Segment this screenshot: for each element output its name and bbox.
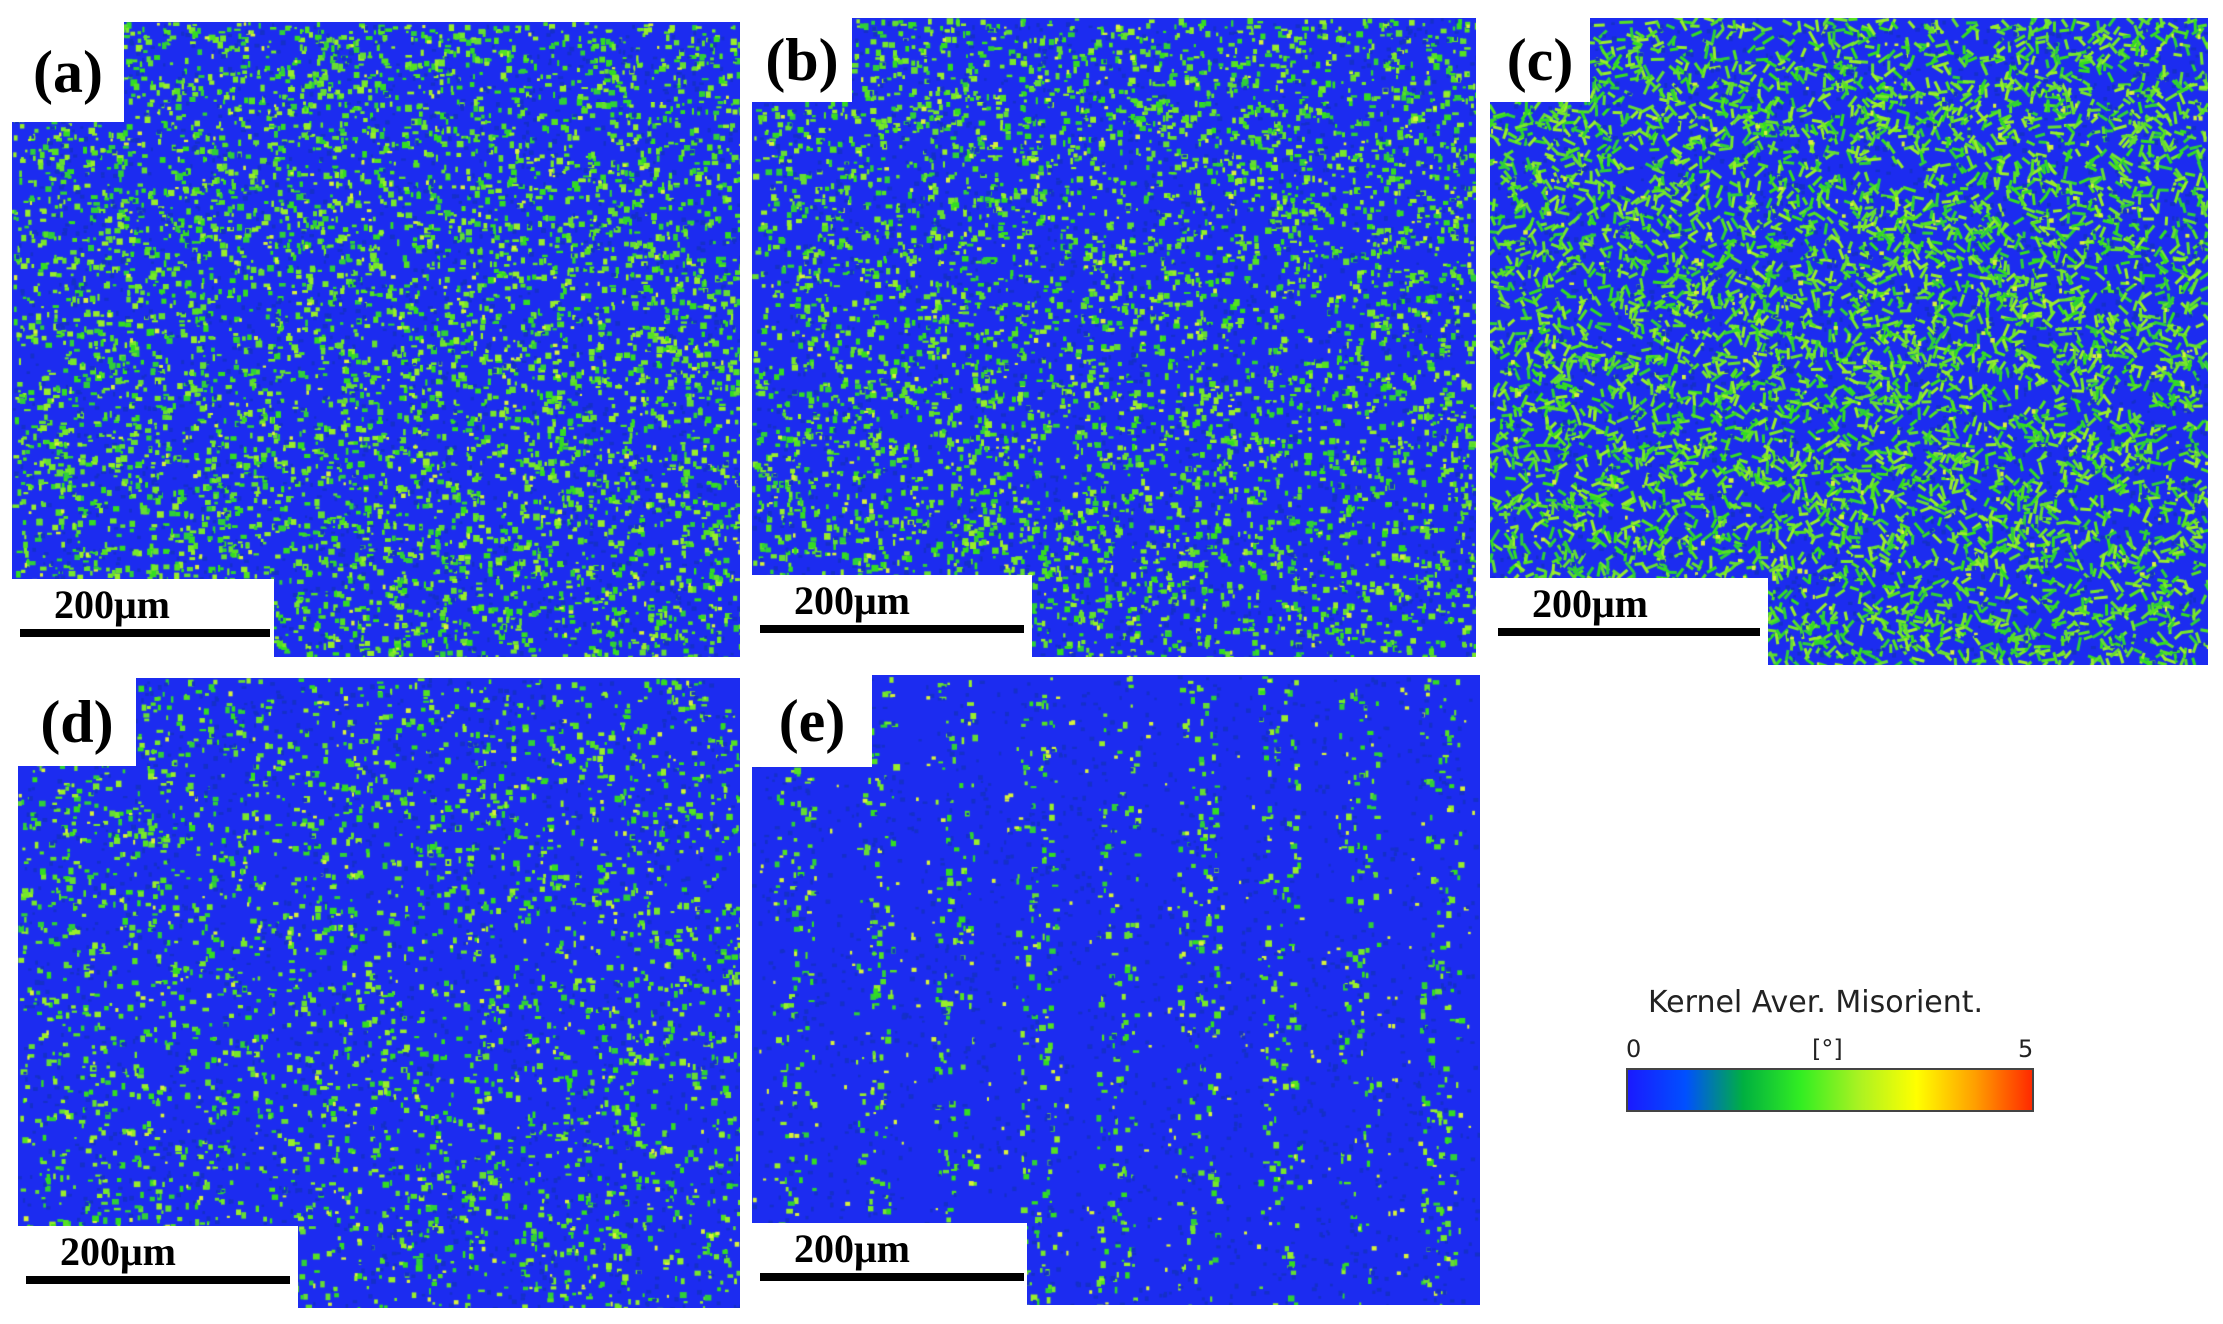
panel-label: (b) — [765, 27, 839, 93]
kam-map-image — [18, 678, 740, 1308]
scale-bar: 200μm — [752, 575, 1032, 657]
scale-bar-line — [1498, 628, 1760, 636]
scale-bar: 200μm — [752, 1223, 1027, 1305]
kam-map-image — [1490, 18, 2208, 665]
ebsd-map-panel-a: (a) 200μm — [12, 22, 740, 657]
scale-bar-line — [760, 1273, 1024, 1281]
panel-label: (d) — [40, 689, 114, 755]
panel-label: (a) — [33, 39, 103, 105]
kam-map-image — [752, 675, 1480, 1305]
legend-max-label: 5 — [2018, 1035, 2034, 1063]
ebsd-map-panel-b: (b) 200μm — [752, 18, 1476, 657]
legend-color-bar — [1626, 1068, 2034, 1112]
scale-bar-label: 200μm — [60, 1229, 176, 1274]
panel-label: (c) — [1506, 27, 1574, 93]
ebsd-map-panel-e: (e) 200μm — [752, 675, 1480, 1305]
scale-bar: 200μm — [18, 1226, 298, 1308]
scale-bar-label: 200μm — [54, 582, 170, 627]
legend-min-label: 0 — [1626, 1035, 1642, 1063]
color-legend: Kernel Aver. Misorient. 0 [°] 5 — [1600, 985, 2070, 1125]
ebsd-map-panel-d: (d) 200μm — [18, 678, 740, 1308]
panel-label-box: (a) — [12, 22, 124, 122]
panel-label-box: (b) — [752, 18, 852, 102]
panel-label-box: (e) — [752, 675, 872, 767]
scale-bar-label: 200μm — [1532, 581, 1648, 626]
scale-bar-line — [20, 629, 270, 637]
scale-bar-line — [760, 625, 1024, 633]
scale-bar-label: 200μm — [794, 1226, 910, 1271]
ebsd-map-panel-c: (c) 200μm — [1490, 18, 2208, 665]
legend-unit-label: [°] — [1812, 1035, 1843, 1063]
panel-label: (e) — [778, 688, 846, 754]
panel-label-box: (c) — [1490, 18, 1590, 102]
scale-bar-line — [26, 1276, 290, 1284]
scale-bar: 200μm — [1490, 578, 1768, 665]
scale-bar-label: 200μm — [794, 578, 910, 623]
panel-label-box: (d) — [18, 678, 136, 766]
kam-map-image — [12, 22, 740, 657]
scale-bar: 200μm — [12, 579, 274, 657]
legend-title: Kernel Aver. Misorient. — [1648, 985, 1984, 1020]
kam-map-image — [752, 18, 1476, 657]
